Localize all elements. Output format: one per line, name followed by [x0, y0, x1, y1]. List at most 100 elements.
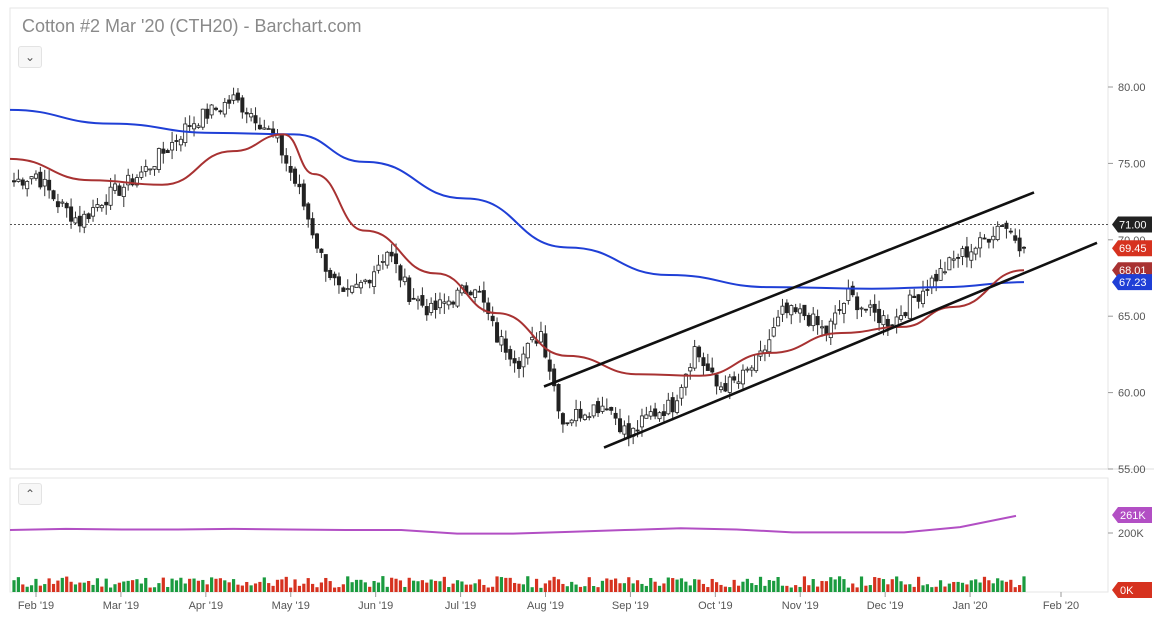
x-tick-label: Feb '19 [18, 600, 54, 612]
candle [565, 422, 570, 426]
candle [793, 303, 798, 314]
volume-bar [183, 583, 187, 592]
candle [196, 123, 201, 129]
chevron-up-icon[interactable]: ⌃ [18, 483, 42, 505]
volume-bar [930, 587, 934, 592]
volume-bar [890, 579, 894, 592]
volume-bar [341, 584, 345, 592]
candle [262, 119, 267, 130]
volume-bar [337, 587, 341, 592]
x-tick-label: Nov '19 [782, 600, 819, 612]
candle-body [451, 301, 456, 305]
x-tick-label: Dec '19 [867, 600, 904, 612]
candle [350, 285, 355, 295]
candle [517, 357, 522, 378]
volume-bar [859, 576, 864, 592]
candle [670, 392, 675, 421]
candle [833, 305, 838, 330]
candles-group [11, 87, 1027, 447]
volume-bar [671, 578, 675, 592]
candle [560, 412, 565, 433]
candle-body [297, 183, 302, 188]
candle [486, 297, 491, 321]
candle-body [468, 291, 473, 296]
volume-moving-average [9, 514, 1017, 535]
chevron-down-icon[interactable]: ⌄ [18, 46, 42, 68]
volume-bar [60, 577, 64, 592]
candle [415, 295, 420, 310]
volume-bar [214, 578, 218, 592]
candle-body [964, 246, 969, 258]
candle-body [279, 133, 284, 156]
volume-bar [701, 583, 706, 592]
volume-bar [789, 587, 793, 592]
candle-body [841, 302, 846, 314]
volume-bar [618, 583, 622, 592]
candle [1000, 224, 1005, 227]
volume-bar [666, 577, 670, 592]
y-tick-label: 60.00 [1118, 388, 1146, 400]
candle-body [679, 387, 684, 399]
volume-bar [697, 579, 701, 592]
candle-body [508, 349, 513, 360]
candle-body [323, 254, 328, 272]
candle-body [266, 128, 271, 130]
candle [912, 288, 917, 299]
candle [780, 298, 785, 322]
candle-body [885, 318, 890, 327]
candle [543, 325, 548, 359]
candle [64, 201, 69, 218]
candle-body [903, 312, 908, 317]
candle [969, 243, 974, 269]
candle [600, 396, 605, 414]
candle [648, 405, 653, 420]
candle-body [402, 276, 407, 283]
volume-bar [684, 581, 688, 592]
candle-body [618, 418, 623, 433]
volume-bar [117, 582, 121, 592]
candle-body [635, 429, 640, 432]
volume-tag: 0K [1112, 582, 1152, 598]
candle-body [77, 215, 82, 227]
volume-bar [504, 577, 508, 592]
candle-body [11, 180, 16, 183]
candle-body [683, 373, 688, 388]
candle [942, 261, 947, 275]
candle [903, 311, 908, 319]
candle [574, 399, 579, 427]
candle-body [310, 218, 315, 236]
candle [91, 199, 96, 222]
candle-body [899, 315, 904, 320]
candle [319, 248, 324, 259]
candle-body [288, 165, 293, 173]
candle-body [837, 309, 842, 311]
candle [363, 278, 368, 285]
candle [723, 375, 728, 393]
candle-body [789, 305, 794, 316]
candle-body [55, 201, 60, 208]
price-tag: 71.00 [1112, 216, 1152, 233]
candle [837, 300, 842, 315]
candle-body [754, 354, 759, 372]
candle [771, 317, 776, 338]
x-tick-label: Mar '19 [103, 600, 139, 612]
volume-bar [868, 585, 872, 592]
candle [73, 211, 78, 225]
candle [301, 179, 306, 211]
volume-bar [455, 580, 460, 592]
candle [894, 308, 899, 334]
volume-bar [284, 576, 288, 592]
volume-bar [710, 578, 714, 592]
volume-bar [306, 578, 310, 592]
candle-body [701, 357, 706, 367]
volume-bar [236, 584, 240, 592]
candle-body [622, 425, 627, 435]
volume-bar [921, 585, 925, 592]
volume-bar [873, 577, 877, 592]
volume-bar [745, 578, 749, 592]
candle-body [437, 299, 442, 309]
volume-bar [969, 580, 973, 592]
volume-bar [574, 584, 578, 592]
candle [407, 275, 412, 305]
